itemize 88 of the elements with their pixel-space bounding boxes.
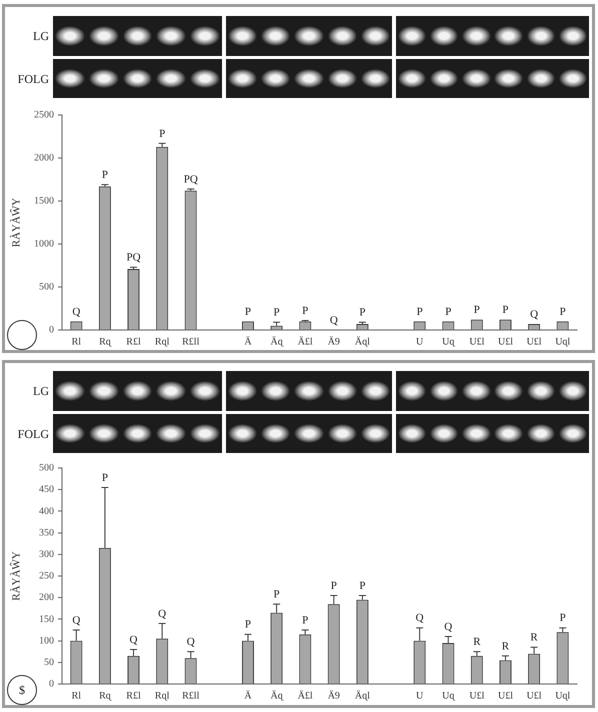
x-tick-label: Ä9 bbox=[328, 690, 340, 702]
data-label: Q bbox=[130, 634, 138, 646]
data-label: P bbox=[244, 618, 252, 631]
text: FOLG bbox=[18, 72, 49, 86]
x-tick-label: Äɋl bbox=[354, 690, 370, 702]
annotation: P bbox=[102, 472, 108, 484]
x-tick-label: R£ll bbox=[182, 690, 200, 702]
y-axis-title: RÀYÀŴY bbox=[9, 198, 22, 248]
x-tick-label: U£l bbox=[498, 690, 514, 702]
x-tick-label: Rl bbox=[72, 690, 82, 702]
data-label: R bbox=[502, 640, 510, 652]
data-label: P bbox=[359, 580, 366, 592]
y-tick-label: 1500 bbox=[34, 196, 54, 207]
data-label: PQ bbox=[126, 252, 141, 264]
y-tick-label: 1000 bbox=[34, 238, 54, 250]
data-label: Q bbox=[186, 636, 195, 648]
y-tick-label: 500 bbox=[39, 282, 54, 293]
y-tick-label: 0 bbox=[49, 324, 54, 336]
x-tick-label: R£l bbox=[126, 336, 141, 348]
data-label: Q bbox=[530, 308, 538, 320]
text: FOLG bbox=[18, 426, 49, 440]
data-label: Q bbox=[444, 620, 452, 633]
x-tick-label: Äɋl bbox=[354, 336, 370, 348]
x-tick-label: U£l bbox=[526, 336, 542, 348]
data-label: P bbox=[330, 580, 337, 592]
y-tick-label: 2500 bbox=[34, 110, 54, 121]
data-label: Q bbox=[416, 612, 424, 624]
x-tick-label: U bbox=[416, 690, 424, 702]
x-tick-label: Ä9 bbox=[328, 336, 340, 348]
y-tick-label: 500 bbox=[39, 462, 54, 474]
data-label: R bbox=[530, 632, 538, 644]
data-label: P bbox=[302, 304, 308, 317]
text: LG bbox=[33, 384, 49, 398]
x-tick-label: Uɋ bbox=[442, 336, 456, 348]
data-label: P bbox=[274, 588, 280, 600]
x-tick-label: Ä£l bbox=[298, 690, 313, 702]
x-tick-label: R£ll bbox=[182, 336, 200, 348]
data-label: P bbox=[274, 306, 280, 319]
data-label: PQ bbox=[184, 173, 198, 186]
data-label: P bbox=[244, 306, 252, 318]
data-label: P bbox=[474, 304, 480, 316]
x-tick-label: U bbox=[416, 336, 424, 348]
x-tick-label: Rɋ bbox=[99, 336, 112, 348]
x-tick-label: U£l bbox=[469, 690, 485, 702]
x-tick-label: Ä bbox=[244, 336, 252, 348]
x-tick-label: Ä bbox=[244, 690, 252, 702]
x-tick-label: Uɋ bbox=[442, 690, 456, 702]
y-tick-label: 400 bbox=[39, 506, 54, 517]
data-label: P bbox=[159, 128, 166, 140]
x-tick-label: Äɋ bbox=[270, 690, 284, 702]
data-label: P bbox=[416, 306, 423, 318]
y-tick-label: 0 bbox=[49, 678, 54, 690]
data-label: Q bbox=[158, 608, 166, 620]
y-tick-label: 2000 bbox=[34, 152, 54, 164]
y-tick-label: 350 bbox=[39, 527, 54, 538]
x-tick-label: Rɋl bbox=[154, 690, 170, 702]
x-tick-label: Ä£l bbox=[298, 336, 313, 348]
data-label: Q bbox=[330, 314, 338, 326]
x-tick-label: U£l bbox=[498, 336, 514, 348]
x-tick-label: Rɋ bbox=[99, 690, 112, 702]
y-tick-label: 150 bbox=[39, 614, 54, 625]
data-label: Q bbox=[72, 306, 80, 318]
y-tick-label: 100 bbox=[39, 635, 54, 646]
x-tick-label: U£l bbox=[469, 336, 485, 348]
data-label: R bbox=[473, 636, 482, 648]
y-tick-label: 250 bbox=[39, 570, 54, 582]
x-tick-label: Uɋl bbox=[555, 336, 570, 348]
x-tick-label: Rɋl bbox=[154, 336, 170, 348]
x-tick-label: Rl bbox=[72, 336, 82, 348]
x-tick-label: Äɋ bbox=[270, 336, 284, 348]
data-label: P bbox=[560, 306, 566, 318]
x-tick-label: R£l bbox=[126, 690, 141, 702]
text: $ bbox=[18, 683, 26, 697]
x-tick-label: U£l bbox=[526, 690, 542, 702]
data-label: P bbox=[560, 612, 566, 624]
x-tick-label: Uɋl bbox=[555, 690, 570, 702]
y-tick-label: 50 bbox=[44, 657, 54, 668]
y-tick-label: 200 bbox=[39, 592, 54, 604]
data-label: P bbox=[102, 169, 108, 182]
data-label: P bbox=[302, 614, 308, 626]
y-tick-label: 300 bbox=[39, 549, 54, 560]
data-label: P bbox=[502, 304, 509, 316]
text: LG bbox=[33, 29, 49, 43]
y-tick-label: 450 bbox=[39, 484, 54, 496]
data-label: Q bbox=[72, 614, 80, 626]
y-axis-title: RÀYÀŴY bbox=[9, 551, 22, 601]
data-label: P bbox=[359, 306, 366, 319]
data-label: P bbox=[445, 306, 452, 318]
